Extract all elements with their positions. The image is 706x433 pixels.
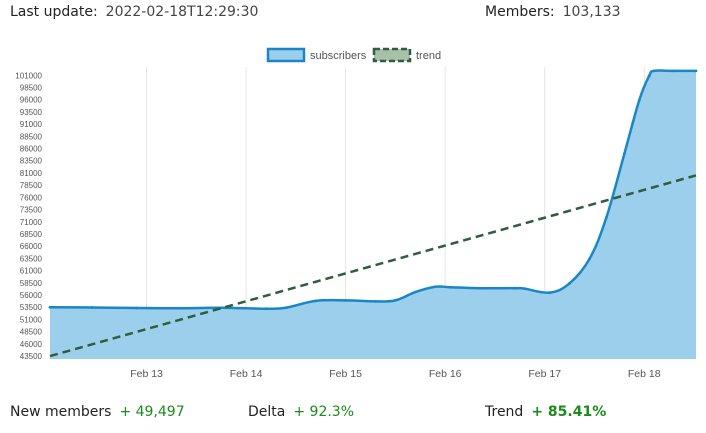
subscribers-point	[672, 69, 676, 73]
new-members-label: New members	[10, 404, 112, 420]
y-tick-label: 93500	[20, 108, 43, 117]
subscribers-point	[90, 306, 94, 309]
y-tick-label: 73500	[20, 206, 43, 215]
x-tick-label: Feb 15	[329, 368, 362, 380]
subscribers-point	[448, 285, 452, 289]
subscribers-point	[48, 305, 52, 309]
y-tick-label: 56000	[20, 291, 43, 300]
y-tick-label: 71000	[20, 218, 43, 227]
delta-value: + 92.3%	[293, 404, 355, 420]
subscribers-point	[622, 152, 626, 156]
y-tick-label: 78500	[20, 181, 43, 190]
x-axis: Feb 13 Feb 14 Feb 15 Feb 16 Feb 17 Feb 18	[130, 368, 661, 380]
y-tick-label: 91000	[20, 120, 43, 129]
subscribers-point	[314, 299, 318, 303]
subscribers-point	[588, 257, 591, 261]
y-tick-label: 96000	[20, 96, 43, 105]
subscribers-area	[50, 70, 696, 359]
y-tick-label: 66000	[20, 242, 43, 251]
subscribers-point	[284, 306, 288, 310]
subscribers-point	[264, 307, 268, 311]
y-tick-label: 48500	[20, 328, 43, 337]
y-tick-label: 43500	[20, 352, 43, 361]
y-tick-label: 53500	[20, 303, 43, 312]
members-label: Members:	[485, 4, 555, 20]
y-tick-label: 101000	[15, 71, 42, 80]
subscribers-point	[374, 299, 377, 303]
last-update-label: Last update:	[10, 4, 98, 20]
subscribers-point	[605, 215, 608, 219]
x-tick-label: Feb 16	[429, 368, 462, 380]
trend-stat: Trend + 85.41%	[485, 404, 606, 420]
subscribers-point	[647, 74, 651, 78]
legend-label: trend	[416, 50, 441, 62]
delta-label: Delta	[248, 404, 286, 420]
subscribers-point	[135, 306, 138, 310]
subscribers-point	[344, 299, 348, 302]
last-update-stat: Last update: 2022-02-18T12:29:30	[10, 4, 258, 20]
y-tick-label: 63500	[20, 254, 43, 263]
y-tick-label: 46000	[20, 340, 43, 349]
subscribers-point	[433, 285, 437, 289]
subscribers-point	[652, 69, 656, 73]
subscribers-point	[393, 299, 397, 302]
legend-swatch-subscribers	[266, 47, 306, 63]
y-tick-label: 98500	[20, 83, 43, 92]
subscribers-point	[179, 306, 183, 310]
x-tick-label: Feb 14	[230, 368, 263, 380]
x-tick-label: Feb 13	[130, 368, 163, 380]
last-update-value: 2022-02-18T12:29:30	[105, 4, 259, 20]
x-tick-label: Feb 17	[528, 368, 561, 380]
trend-line	[49, 174, 697, 358]
chart-legend: subscribers trend	[266, 47, 441, 63]
new-members-stat: New members + 49,497	[10, 404, 185, 420]
trend-value: + 85.41%	[531, 404, 607, 420]
subscribers-point	[513, 286, 517, 290]
subscribers-point	[694, 69, 698, 73]
subscribers-point	[548, 291, 552, 294]
y-axis: 43500 46000 48500 51000 53500 56000 58500 61000…	[15, 71, 42, 361]
chart-series	[48, 69, 698, 359]
legend-swatch-trend	[372, 47, 412, 63]
y-tick-label: 61000	[20, 267, 43, 276]
members-value: 103,133	[562, 4, 621, 20]
y-tick-label: 86000	[20, 145, 43, 154]
y-tick-label: 83500	[20, 157, 43, 166]
delta-stat: Delta + 92.3%	[248, 404, 354, 420]
subscribers-point	[478, 286, 482, 290]
subscribers-point	[219, 306, 223, 310]
subscribers-point	[413, 290, 417, 294]
y-tick-label: 81000	[20, 169, 43, 178]
subscribers-point	[523, 287, 527, 291]
y-tick-label: 88500	[20, 132, 43, 141]
y-tick-label: 58500	[20, 279, 43, 288]
x-tick-label: Feb 18	[628, 368, 661, 380]
legend-label: subscribers	[310, 50, 367, 62]
subscribers-point	[568, 281, 571, 285]
y-tick-label: 68500	[20, 230, 43, 239]
trend-label: Trend	[485, 404, 524, 420]
y-tick-label: 51000	[20, 315, 43, 324]
members-stat: Members: 103,133	[485, 4, 621, 20]
new-members-value: + 49,497	[119, 404, 185, 420]
y-tick-label: 76000	[20, 193, 43, 202]
subscribers-chart: subscribers trend 43500 46000 48500 51000 535…	[15, 47, 698, 380]
subscribers-point	[637, 98, 641, 102]
